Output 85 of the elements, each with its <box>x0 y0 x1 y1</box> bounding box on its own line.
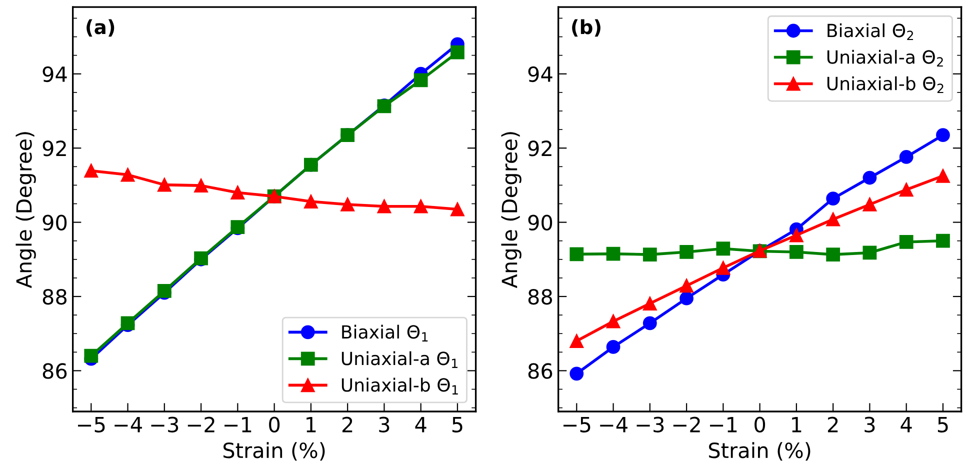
point <box>716 260 730 275</box>
point <box>157 178 172 192</box>
point <box>716 242 730 256</box>
x-tick-label: −1 <box>224 417 252 432</box>
x-tick-label: 1 <box>792 417 802 432</box>
x-tick-label: 0 <box>754 416 766 432</box>
x-tick-label: 5 <box>452 417 462 432</box>
y-tick-label: 90 <box>42 214 67 230</box>
x-tick-label: 0 <box>269 416 280 432</box>
point <box>414 73 428 88</box>
point <box>789 228 804 242</box>
point <box>606 314 620 328</box>
point <box>194 178 208 192</box>
point <box>230 186 245 200</box>
x-tick-label: −3 <box>636 416 664 432</box>
point <box>680 278 694 293</box>
x-tick-label: −1 <box>710 417 737 432</box>
point <box>826 192 840 206</box>
y-tick-label: 90 <box>528 214 552 230</box>
legend-label: Uniaxial-b Θ$_{1}$ <box>342 378 458 394</box>
x-tick-label: −2 <box>673 416 700 432</box>
point <box>570 247 584 262</box>
point <box>414 199 428 214</box>
x-tick-label: 2 <box>342 416 352 432</box>
point <box>862 246 877 260</box>
point <box>570 334 584 348</box>
point <box>680 291 694 306</box>
x-tick-label: 3 <box>864 416 875 432</box>
y-tick-label: 86 <box>528 363 552 379</box>
point <box>899 150 914 164</box>
point <box>680 245 694 259</box>
point <box>642 316 657 330</box>
x-tick-label: −5 <box>563 417 590 432</box>
x-tick-label: 5 <box>938 417 948 432</box>
point <box>304 194 318 208</box>
x-tick-label: −3 <box>151 416 178 432</box>
point <box>340 198 355 212</box>
legend-label: Biaxial Θ$_{2}$ <box>828 23 914 40</box>
point <box>862 198 877 212</box>
text: (a) <box>86 19 114 37</box>
point <box>84 348 98 363</box>
point <box>642 248 657 262</box>
point <box>450 45 464 60</box>
point <box>936 168 950 183</box>
y-tick-label: 88 <box>42 288 67 305</box>
legend-label: Uniaxial-b Θ$_{2}$ <box>827 76 944 94</box>
y-tick-label: 88 <box>528 288 552 305</box>
x-tick-label: −2 <box>188 416 214 432</box>
x-tick-label: 2 <box>828 416 838 432</box>
x-axis-title: Strain (%) <box>223 442 325 461</box>
point <box>789 245 804 259</box>
x-tick-label: −4 <box>114 417 142 432</box>
y-tick-label: 92 <box>42 140 66 156</box>
point <box>606 340 620 354</box>
legend-label: Uniaxial-a Θ$_{1}$ <box>342 351 458 368</box>
x-tick-label: 1 <box>306 417 316 432</box>
x-tick-label: −4 <box>600 417 628 432</box>
x-tick-label: 4 <box>900 417 912 432</box>
legend-label: Biaxial Θ$_{1}$ <box>342 324 428 342</box>
y-tick-label: 94 <box>528 66 552 82</box>
x-tick-label: 3 <box>379 416 390 432</box>
x-tick-label: 4 <box>415 417 426 432</box>
point <box>84 164 98 178</box>
point <box>606 246 620 261</box>
x-tick-label: −5 <box>78 417 105 432</box>
point <box>826 212 840 226</box>
point <box>826 248 840 262</box>
point <box>570 366 584 381</box>
point <box>862 170 877 185</box>
point <box>936 234 950 248</box>
text: (b) <box>572 19 600 37</box>
point <box>120 168 135 182</box>
point <box>899 235 914 249</box>
y-axis-title: Angle (Degree) <box>16 132 36 288</box>
point <box>450 202 464 216</box>
point <box>936 128 950 142</box>
y-tick-label: 86 <box>42 363 67 379</box>
x-axis-title: Strain (%) <box>708 442 810 461</box>
point <box>377 199 392 214</box>
legend-label: Uniaxial-a Θ$_{2}$ <box>827 50 943 67</box>
point <box>642 296 657 310</box>
y-axis-title: Angle (Degree) <box>501 132 522 288</box>
y-tick-label: 94 <box>42 66 67 82</box>
point <box>899 182 914 197</box>
y-tick-label: 92 <box>528 140 552 156</box>
